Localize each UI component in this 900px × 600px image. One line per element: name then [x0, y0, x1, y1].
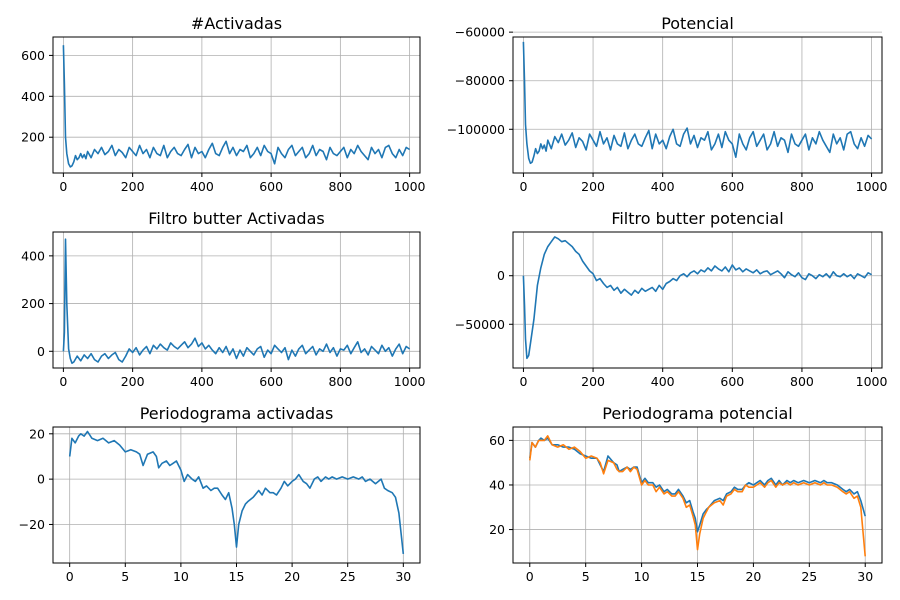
subplot-3: 0 200 400 600 800 1000 0 200 400 Filtro butter Ac…	[21, 209, 425, 389]
x-tick-label: 200	[581, 179, 605, 194]
y-tick-label: −50000	[455, 317, 505, 332]
x-tick-label: 0	[59, 179, 67, 194]
y-tick-label: 0	[37, 344, 45, 359]
subplot-title: Potencial	[661, 14, 734, 33]
axes-frame	[52, 231, 421, 369]
x-tick-label: 1000	[856, 179, 888, 194]
x-tick-label: 800	[328, 179, 352, 194]
x-tick-label: 600	[259, 179, 283, 194]
x-tick-label: 20	[284, 569, 300, 584]
subplot-title: Periodograma activadas	[140, 404, 334, 423]
x-tick-label: 800	[790, 179, 814, 194]
x-tick-label: 0	[526, 569, 534, 584]
x-tick-label: 25	[801, 569, 817, 584]
x-tick-label: 800	[328, 374, 352, 389]
x-tick-label: 0	[519, 374, 527, 389]
y-tick-label: 0	[497, 268, 505, 283]
subplot-6: 0 5 10 15 20 25 30 20 40 60 Periodograma potencial	[489, 404, 883, 584]
x-tick-label: 0	[59, 374, 67, 389]
y-tick-label: −100000	[447, 122, 505, 137]
x-tick-label: 0	[66, 569, 74, 584]
x-tick-label: 1000	[394, 374, 426, 389]
x-tick-label: 10	[173, 569, 189, 584]
series-line-1	[68, 430, 405, 554]
axes-frame	[512, 231, 883, 369]
x-tick-label: 200	[121, 179, 145, 194]
y-tick-label: −60000	[455, 25, 505, 40]
axes-frame	[512, 36, 883, 174]
x-tick-label: 200	[121, 374, 145, 389]
x-tick-label: 1000	[394, 179, 426, 194]
subplot-1: 0 200 400 600 800 1000 200 400 600 #Activadas	[21, 14, 425, 194]
x-tick-label: 400	[190, 179, 214, 194]
x-tick-label: 30	[395, 569, 411, 584]
x-tick-label: 15	[690, 569, 706, 584]
axes-frame	[52, 36, 421, 174]
subplot-title: Periodograma potencial	[602, 404, 792, 423]
y-tick-label: 20	[29, 426, 45, 441]
x-tick-label: 30	[857, 569, 873, 584]
y-tick-label: 400	[21, 89, 45, 104]
x-tick-label: 5	[121, 569, 129, 584]
subplot-title: Filtro butter Activadas	[148, 209, 324, 228]
y-tick-label: 200	[21, 130, 45, 145]
x-tick-label: 400	[190, 374, 214, 389]
series-line-2	[529, 435, 866, 557]
x-tick-label: 15	[229, 569, 245, 584]
y-tick-label: 600	[21, 48, 45, 63]
x-tick-label: 400	[651, 179, 675, 194]
series-line-1	[62, 45, 411, 168]
y-tick-label: 400	[21, 248, 45, 263]
series-line-1	[522, 41, 873, 165]
x-tick-label: 20	[745, 569, 761, 584]
y-tick-label: −20	[19, 517, 45, 532]
x-tick-label: 200	[581, 374, 605, 389]
y-tick-label: 200	[21, 296, 45, 311]
y-tick-label: 40	[489, 477, 505, 492]
y-tick-label: 60	[489, 433, 505, 448]
subplot-4: 0 200 400 600 800 1000 −50000 0 Filtro butter po…	[455, 209, 888, 389]
x-tick-label: 600	[720, 179, 744, 194]
y-tick-label: −80000	[455, 73, 505, 88]
y-tick-label: 20	[489, 522, 505, 537]
x-tick-label: 10	[634, 569, 650, 584]
x-tick-label: 600	[720, 374, 744, 389]
x-tick-label: 1000	[856, 374, 888, 389]
x-tick-label: 25	[340, 569, 356, 584]
series-line-1	[529, 437, 866, 533]
subplot-5: 0 5 10 15 20 25 30 −20 0 20 Periodograma activadas	[19, 404, 421, 584]
x-tick-label: 5	[582, 569, 590, 584]
series-line-1	[62, 238, 411, 364]
x-tick-label: 800	[790, 374, 814, 389]
subplot-2: 0 200 400 600 800 1000 −100000 −80000 −60000 Pote…	[447, 14, 888, 194]
subplot-title: Filtro butter potencial	[611, 209, 783, 228]
y-tick-label: 0	[37, 472, 45, 487]
x-tick-label: 600	[259, 374, 283, 389]
x-tick-label: 0	[519, 179, 527, 194]
x-tick-label: 400	[651, 374, 675, 389]
series-line-1	[522, 236, 872, 360]
subplot-title: #Activadas	[191, 14, 282, 33]
